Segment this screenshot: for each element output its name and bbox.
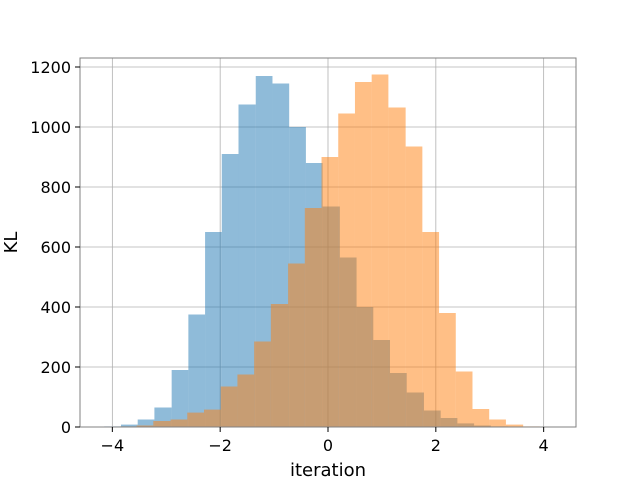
histogram-bar-series-2 xyxy=(439,313,456,427)
histogram-bar-series-2 xyxy=(489,419,506,427)
ticks-layer: −4 −2 0 2 4 0 200 400 600 800 1000 1200 xyxy=(30,58,548,455)
histogram-bar-series-2 xyxy=(254,341,271,427)
histogram-bar-series-2 xyxy=(338,113,355,427)
histogram-bar-series-2 xyxy=(472,409,490,427)
histogram-bar-series-2 xyxy=(321,157,339,427)
histogram-bar-series-2 xyxy=(371,74,389,427)
histogram-bar-series-1 xyxy=(238,104,256,427)
histogram-bar-series-2 xyxy=(270,304,289,427)
histogram-bar-series-2 xyxy=(170,419,188,427)
x-tick-label: −4 xyxy=(101,436,125,455)
histogram-bar-series-1 xyxy=(137,419,155,427)
y-tick-label: 0 xyxy=(61,418,71,437)
bars-layer xyxy=(104,74,540,427)
histogram-bar-series-1 xyxy=(171,370,189,427)
histogram-bar-series-2 xyxy=(304,208,322,427)
y-tick-label: 1200 xyxy=(30,58,71,77)
histogram-bar-series-1 xyxy=(205,232,222,427)
histogram-bar-series-2 xyxy=(505,424,524,427)
x-tick-label: 0 xyxy=(323,436,333,455)
x-tick-label: 4 xyxy=(539,436,549,455)
histogram-bar-series-1 xyxy=(120,424,138,427)
histogram-bar-series-1 xyxy=(221,154,239,427)
y-tick-label: 800 xyxy=(40,178,71,197)
histogram-bar-series-2 xyxy=(422,232,440,427)
y-tick-label: 600 xyxy=(40,238,71,257)
histogram-bar-series-2 xyxy=(220,386,238,427)
histogram-bar-series-2 xyxy=(354,82,372,427)
y-tick-label: 200 xyxy=(40,358,71,377)
histogram-bar-series-2 xyxy=(204,409,221,427)
histogram-bar-series-2 xyxy=(153,421,171,427)
y-tick-label: 1000 xyxy=(30,118,71,137)
x-tick-label: 2 xyxy=(431,436,441,455)
histogram-bar-series-2 xyxy=(388,107,406,427)
histogram-bar-series-2 xyxy=(405,146,423,427)
histogram-bar-series-1 xyxy=(255,76,273,427)
histogram-bar-series-1 xyxy=(188,314,206,427)
y-axis-label: KL xyxy=(1,232,22,254)
histogram-bar-series-2 xyxy=(288,263,305,427)
histogram-bar-series-2 xyxy=(136,425,154,427)
histogram-bar-series-2 xyxy=(455,371,473,427)
histogram-bar-series-2 xyxy=(237,374,255,427)
histogram-bar-series-2 xyxy=(187,412,204,427)
y-tick-label: 400 xyxy=(40,298,71,317)
x-tick-label: −2 xyxy=(208,436,232,455)
x-axis-label: iteration xyxy=(290,460,366,480)
